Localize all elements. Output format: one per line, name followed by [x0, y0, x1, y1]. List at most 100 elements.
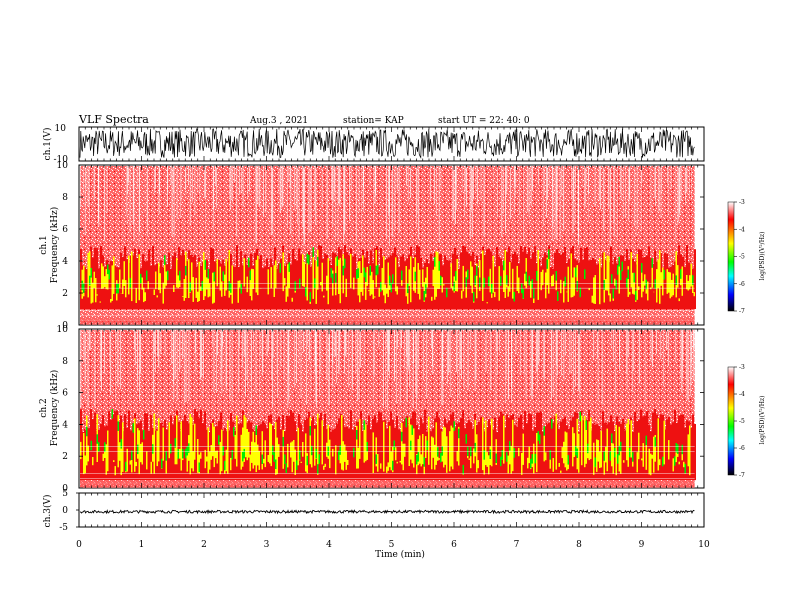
spectrogram-band-column — [338, 418, 340, 480]
spectrogram-streak — [504, 330, 506, 403]
spectrogram-streak — [386, 166, 387, 240]
spectrogram-low-column — [579, 287, 581, 298]
spectrogram-mid-column — [197, 291, 199, 302]
spectrogram-mid-column — [204, 449, 206, 469]
spectrogram-mid-column — [270, 424, 272, 467]
spectrogram-streak — [263, 166, 265, 217]
spectrogram-mid-column — [269, 422, 271, 464]
spectrogram-low-column — [426, 440, 428, 451]
spectrogram-low-column — [318, 454, 320, 464]
spectrogram-band-column — [390, 411, 392, 480]
spectrogram-band-column — [426, 431, 428, 481]
spectrogram-mid-column — [102, 453, 104, 461]
spectrogram-band-column — [374, 415, 376, 481]
spectrogram-low-column — [401, 270, 403, 281]
spectrogram-streak — [134, 330, 135, 350]
spectrogram-low-column — [536, 271, 538, 281]
spectrogram-band-column — [622, 255, 624, 309]
spectrogram-mid-column — [372, 432, 374, 473]
spectrogram-band-column — [380, 248, 382, 309]
spectrogram-streak — [246, 330, 247, 381]
spectrogram-streak — [363, 166, 364, 188]
spectrogram-band-column — [168, 252, 170, 309]
spectrogram-low-column — [509, 441, 511, 451]
spectrogram-streak — [345, 330, 346, 356]
spectrogram-mid-column — [230, 457, 232, 471]
spectrogram-low-column — [315, 448, 317, 459]
spectrogram-mid-column — [138, 430, 140, 475]
spectrogram-band-column — [520, 414, 522, 481]
spectrogram-mid-column — [374, 296, 376, 298]
spectrogram-streak — [463, 330, 465, 389]
spectrogram-mid-column — [192, 451, 194, 472]
spectrogram-streak — [85, 166, 86, 235]
spectrogram-band-column — [330, 431, 332, 480]
spectrogram-low-column — [629, 447, 631, 458]
spectrogram-low-column — [635, 290, 637, 301]
ch3-waveform-ytick: -5 — [59, 523, 68, 533]
spectrogram-streak — [204, 166, 205, 198]
spectrogram-mid-column — [377, 454, 379, 472]
spectrogram-ytick: 10 — [57, 325, 69, 335]
spectrogram-streak — [259, 166, 261, 207]
spectrogram-band-column — [284, 265, 286, 309]
spectrogram-streak — [358, 166, 360, 213]
spectrogram-mid-column — [200, 286, 202, 291]
spectrogram-mid-column — [386, 288, 388, 294]
spectrogram-mid-column — [158, 418, 160, 462]
spectrogram-band-column — [86, 268, 88, 309]
spectrogram-band-column — [514, 251, 516, 309]
spectrogram-band-column — [98, 268, 100, 309]
spectrogram-mid-column — [395, 257, 397, 292]
spectrogram-streak — [506, 166, 507, 195]
spectrogram-streak — [188, 330, 190, 400]
spectrogram-band-column — [602, 411, 604, 481]
spectrogram-band-column — [120, 252, 122, 309]
ch1-waveform-ylabel: ch.1(V) — [42, 128, 53, 161]
spectrogram-streak — [546, 166, 547, 218]
spectrogram-streak — [597, 330, 598, 359]
spectrogram-low-column — [585, 420, 587, 430]
spectrogram-low-column — [275, 459, 277, 469]
spectrogram-low-column — [389, 275, 391, 286]
spectrogram-mid-column — [422, 269, 424, 287]
spectrogram-streak — [568, 330, 570, 374]
spectrogram-streak — [650, 166, 652, 214]
spectrogram-mid-column — [584, 415, 586, 468]
spectrogram-low-column — [218, 435, 220, 445]
spectrogram-streak — [394, 330, 395, 382]
spectrogram-streak — [272, 330, 274, 359]
spectrogram-streak — [194, 330, 196, 353]
time-tick-label: 10 — [698, 540, 710, 550]
spectrogram-mid-column — [608, 256, 610, 296]
spectrogram-mid-column — [468, 458, 470, 460]
spectrogram-streak — [561, 330, 562, 376]
spectrogram-mid-column — [615, 425, 617, 476]
spectrogram-mid-column — [645, 289, 647, 294]
spectrogram-band-column — [404, 261, 406, 309]
spectrogram-low-column — [546, 259, 548, 269]
spectrogram-mid-column — [99, 301, 101, 303]
spectrogram-streak — [675, 166, 677, 241]
spectrogram-streak — [693, 330, 695, 349]
spectrogram-mid-column — [462, 265, 464, 292]
spectrogram-band-column — [140, 268, 142, 309]
spectrogram-band-column — [356, 268, 358, 309]
spectrogram-band-column — [504, 427, 506, 481]
spectrogram-band-column — [108, 264, 110, 309]
spectrogram-streak — [335, 166, 337, 239]
spectrogram-mid-column — [207, 275, 209, 298]
spectrogram-mid-column — [182, 457, 184, 461]
spectrogram-mid-column — [399, 460, 401, 463]
spectrogram-streak — [681, 330, 683, 379]
spectrogram-streak — [201, 330, 202, 378]
spectrogram-low-column — [108, 269, 110, 280]
spectrogram-mid-column — [404, 443, 406, 457]
spectrogram-streak — [138, 166, 140, 246]
spectrogram-low-column — [393, 440, 395, 450]
spectrogram-streak — [288, 166, 289, 183]
spectrogram-low-column — [603, 451, 605, 461]
spectrogram-mid-column — [606, 428, 608, 472]
spectrogram-band-column — [486, 249, 488, 309]
spectrogram-streak — [167, 166, 168, 207]
